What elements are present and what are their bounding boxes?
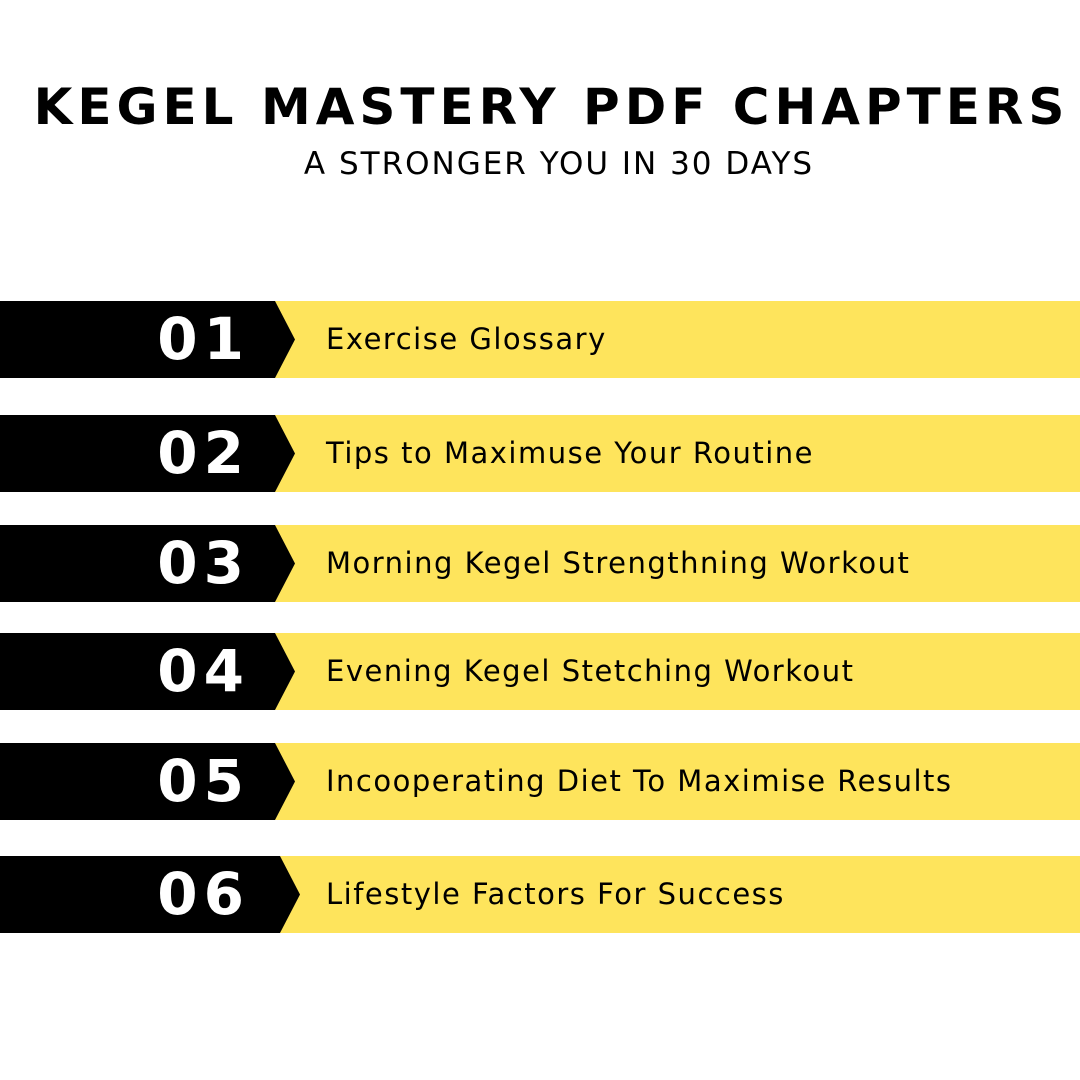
chapter-title: Lifestyle Factors For Success	[326, 877, 785, 911]
chapter-number: 05	[157, 747, 250, 815]
number-arrow-shape	[0, 633, 295, 710]
number-arrow-shape	[0, 743, 295, 820]
chapter-row: 06 Lifestyle Factors For Success	[0, 856, 1080, 933]
chapter-bar	[270, 856, 1080, 933]
chapter-title: Morning Kegel Strengthning Workout	[326, 546, 911, 580]
chapter-row: 05 Incooperating Diet To Maximise Results	[0, 743, 1080, 820]
chapter-row: 04 Evening Kegel Stetching Workout	[0, 633, 1080, 710]
page-title: KEGEL MASTERY PDF CHAPTERS	[33, 78, 1070, 136]
chapter-bar	[270, 415, 1080, 492]
chapter-number: 02	[157, 419, 250, 487]
chapter-title: Incooperating Diet To Maximise Results	[326, 764, 953, 798]
page-subtitle: A STRONGER YOU IN 30 DAYS	[303, 146, 815, 182]
chapter-bar	[270, 633, 1080, 710]
chapter-row: 03 Morning Kegel Strengthning Workout	[0, 525, 1080, 602]
chapter-number: 03	[157, 529, 250, 597]
chapter-title: Exercise Glossary	[326, 322, 607, 356]
number-arrow-shape	[0, 525, 295, 602]
chapter-number: 06	[157, 860, 250, 928]
chapter-row: 01 Exercise Glossary	[0, 301, 1080, 378]
chapter-bar	[270, 525, 1080, 602]
chapter-title: Evening Kegel Stetching Workout	[326, 654, 855, 688]
chapter-bar	[270, 301, 1080, 378]
chapter-title: Tips to Maximuse Your Routine	[326, 436, 815, 470]
chapter-row: 02 Tips to Maximuse Your Routine	[0, 415, 1080, 492]
number-arrow-shape	[0, 415, 295, 492]
chapter-number: 01	[157, 305, 250, 373]
number-arrow-shape	[0, 301, 295, 378]
number-arrow-shape	[0, 856, 300, 933]
chapter-number: 04	[157, 637, 250, 705]
chapter-bar	[270, 743, 1080, 820]
